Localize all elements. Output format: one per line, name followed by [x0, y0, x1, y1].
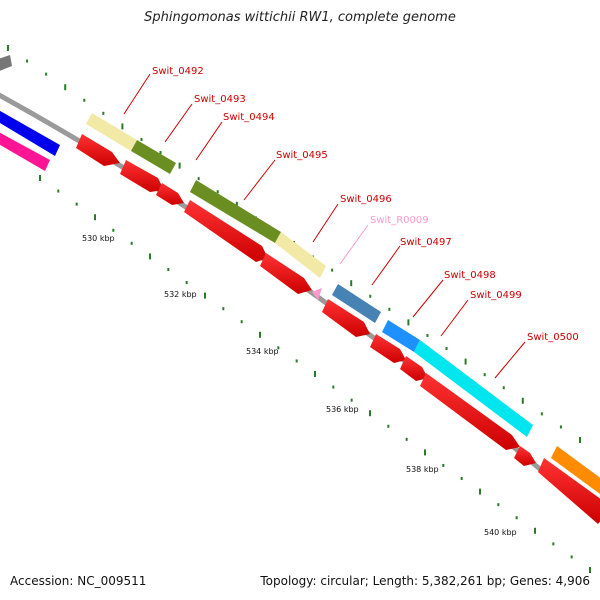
tick-mark: [112, 228, 115, 232]
gene-label: Swit_0495: [276, 150, 328, 161]
scale-ticks: [7, 45, 591, 573]
tick-mark: [388, 307, 391, 311]
gene-block-swit-0499: [414, 340, 533, 437]
gene-label: Swit_0499: [470, 290, 522, 301]
tick-mark: [94, 214, 96, 221]
gene-labels: Swit_0492 Swit_0493 Swit_0494 Swit_0495 …: [152, 66, 579, 343]
gene-label: Swit_0498: [444, 270, 496, 281]
tick-mark: [445, 347, 448, 351]
tick-mark: [178, 162, 181, 169]
tick-mark: [197, 177, 200, 181]
tick-mark: [102, 111, 105, 115]
gene-label: Swit_0500: [527, 332, 579, 343]
gene-block-swit-0498: [382, 320, 420, 352]
gene-label: Swit_R0009: [370, 215, 429, 226]
tick-mark: [167, 267, 170, 271]
tick-mark: [460, 477, 463, 481]
tick-mark: [552, 542, 555, 546]
tick-mark: [407, 319, 410, 326]
tick-mark: [235, 201, 238, 208]
tick-mark: [75, 202, 78, 206]
left-partial-features: [0, 55, 60, 171]
tick-mark: [64, 84, 67, 91]
scale-label: 530 kbp: [82, 234, 115, 243]
tick-mark: [534, 527, 536, 534]
tick-mark: [483, 373, 486, 377]
tick-mark: [332, 385, 335, 389]
gene-label: Swit_0494: [223, 112, 275, 123]
tick-mark: [426, 333, 429, 337]
scale-labels: 530 kbp 532 kbp 534 kbp 536 kbp 538 kbp …: [82, 234, 517, 537]
tick-mark: [240, 320, 243, 324]
tick-mark: [502, 386, 505, 390]
tick-mark: [579, 437, 581, 443]
scale-label: 534 kbp: [246, 347, 279, 356]
tick-mark: [442, 463, 445, 467]
tick-mark: [369, 294, 372, 298]
accession-text: Accession: NC_009511: [10, 574, 147, 588]
gene-label: Swit_0496: [340, 194, 392, 205]
gene-block-swit-0496: [275, 232, 326, 278]
gene-label: Swit_0492: [152, 66, 204, 77]
tick-mark: [515, 516, 518, 520]
gene-label: Swit_0493: [194, 94, 246, 105]
tick-mark: [45, 72, 48, 76]
tick-mark: [121, 123, 124, 130]
scale-label: 540 kbp: [484, 528, 517, 537]
tick-mark: [589, 567, 591, 573]
tick-mark: [204, 292, 206, 299]
tick-mark: [350, 280, 353, 287]
tick-mark: [83, 98, 86, 102]
tick-mark: [369, 410, 371, 417]
tick-mark: [277, 346, 280, 350]
tick-mark: [387, 424, 390, 428]
tick-mark: [185, 281, 188, 285]
rna-marker-swit-r0009: [312, 288, 322, 300]
tick-mark: [26, 59, 29, 63]
tick-mark: [540, 412, 543, 416]
gene-block-swit-0492: [86, 113, 137, 151]
tick-mark: [424, 449, 426, 456]
tick-mark: [350, 398, 353, 402]
tick-mark: [314, 371, 316, 377]
tick-mark: [149, 253, 151, 260]
tick-mark: [57, 189, 60, 193]
gene-block-swit-0500: [551, 446, 600, 495]
tick-mark: [570, 555, 573, 559]
scale-label: 532 kbp: [164, 290, 197, 299]
gene-block-swit-0493: [131, 140, 176, 174]
scale-label: 538 kbp: [406, 465, 439, 474]
tick-mark: [559, 425, 562, 429]
tick-mark: [464, 358, 467, 365]
gene-block-swit-0497: [332, 284, 381, 323]
gene-label: Swit_0497: [400, 237, 452, 248]
tick-mark: [140, 137, 143, 141]
tick-mark: [295, 359, 298, 363]
map-title: Sphingomonas wittichii RW1, complete gen…: [144, 10, 456, 25]
tick-mark: [479, 488, 481, 495]
tick-mark: [222, 307, 225, 311]
tick-mark: [521, 397, 524, 404]
tick-mark: [159, 151, 162, 155]
tick-mark: [331, 268, 334, 272]
gene-blocks-outer: [86, 113, 600, 495]
scale-label: 536 kbp: [326, 405, 359, 414]
tick-mark: [39, 175, 41, 181]
cds-arrows: [76, 134, 600, 524]
label-leaders: [123, 73, 526, 379]
tick-mark: [216, 190, 219, 194]
tick-mark: [130, 241, 133, 245]
tick-mark: [497, 503, 500, 507]
gene-block-swit-0495: [190, 180, 281, 243]
tick-mark: [259, 331, 261, 338]
summary-text: Topology: circular; Length: 5,382,261 bp…: [260, 574, 590, 588]
tick-mark: [7, 45, 9, 51]
tick-mark: [405, 437, 408, 441]
